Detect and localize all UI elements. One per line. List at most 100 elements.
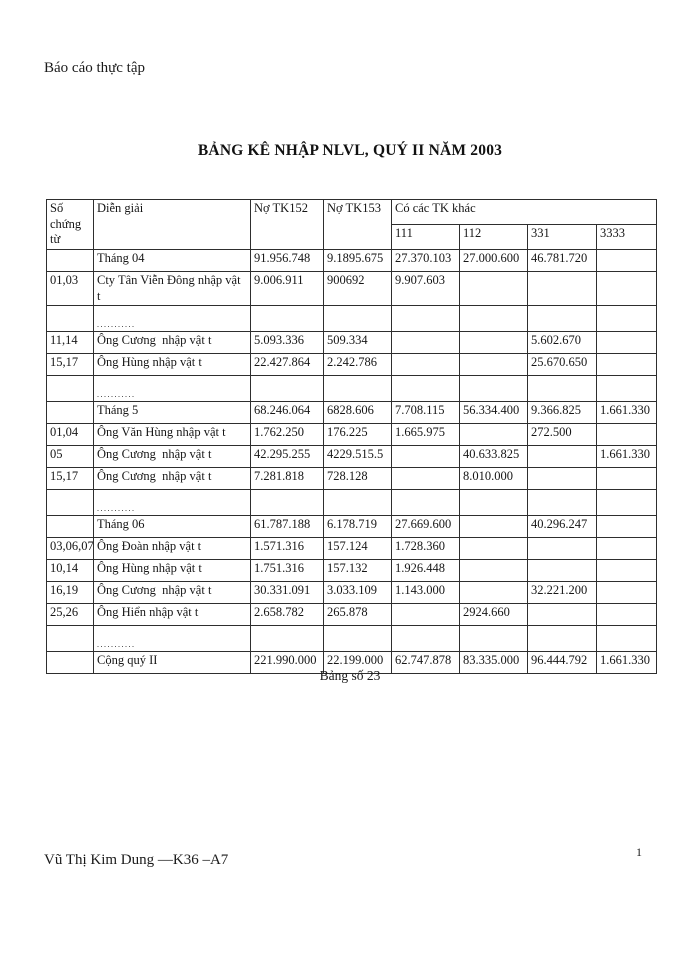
cell-tk153: 6.178.719: [323, 515, 392, 539]
cell-c111: [391, 625, 460, 653]
cell-desc: Ông Cương nhập vật t: [93, 445, 251, 469]
cell-c331: [527, 375, 597, 403]
cell-tk152: [250, 489, 324, 517]
cell-desc: Tháng 5: [93, 401, 251, 425]
cell-c111: 1.143.000: [391, 581, 460, 605]
cell-tk153: 2.242.786: [323, 353, 392, 377]
cell-id: 25,26: [46, 603, 94, 627]
page-number: 1: [636, 845, 642, 859]
cell-desc: Ông Hùng nhập vật t: [93, 353, 251, 377]
table-row-month: Tháng 5 68.246.064 6828.606 7.708.115 56.334…: [46, 401, 658, 425]
cell-id: 11,14: [46, 331, 94, 355]
cell-c112: [459, 423, 528, 447]
cell-c112: [459, 375, 528, 403]
cell-tk153: 9.1895.675: [323, 248, 392, 272]
cell-c3333: [595, 625, 658, 653]
table-row-month: Tháng 06 61.787.188 6.178.719 27.669.600 40.…: [46, 515, 658, 539]
table-row-entry: 15,17 Ông Cương nhập vật t 7.281.818 728.12…: [46, 467, 658, 491]
cell-desc: Tháng 04: [93, 248, 251, 272]
cell-c3333: [595, 270, 658, 307]
cell-id: [46, 401, 94, 425]
cell-desc: Ông Cương nhập vật t: [93, 331, 251, 355]
cell-c3333: [595, 489, 658, 517]
cell-c331: 32.221.200: [527, 581, 597, 605]
cell-desc: Ông Văn Hùng nhập vật t: [93, 423, 251, 447]
cell-c331: 25.670.650: [527, 353, 597, 377]
cell-c3333: 1.661.330: [595, 445, 658, 469]
cell-id: 16,19: [46, 581, 94, 605]
col-header-tk153: Nợ TK153: [323, 199, 392, 250]
cell-id: 05: [46, 445, 94, 469]
cell-desc: ...........: [93, 625, 251, 653]
header-row-1: Số chứng từ Diễn giải Nợ TK152 Nợ TK153 …: [46, 199, 658, 250]
cell-id: 15,17: [46, 353, 94, 377]
col-header-112: 112: [459, 223, 528, 250]
cell-tk152: 91.956.748: [250, 248, 324, 272]
cell-desc: Cty Tân Viễn Đông nhập vật t: [93, 270, 251, 307]
author-footer: Vũ Thị Kim Dung —K36 –A7: [44, 852, 229, 868]
cell-c331: [527, 559, 597, 583]
cell-tk152: 1.571.316: [250, 537, 324, 561]
cell-desc: Ông Cương nhập vật t: [93, 581, 251, 605]
col-header-3333: 3333: [595, 223, 658, 250]
cell-tk152: [250, 305, 324, 333]
cell-c331: [527, 270, 597, 307]
cell-c3333: [595, 305, 658, 333]
cell-tk152: 68.246.064: [250, 401, 324, 425]
table-row-dots: ...........: [46, 305, 658, 333]
cell-id: 10,14: [46, 559, 94, 583]
cell-tk153: [323, 375, 392, 403]
cell-c331: [527, 467, 597, 491]
cell-desc: ...........: [93, 305, 251, 333]
cell-c112: 27.000.600: [459, 248, 528, 272]
cell-c3333: [595, 353, 658, 377]
table-row-entry: 01,03 Cty Tân Viễn Đông nhập vật t 9.006.9…: [46, 270, 658, 307]
cell-tk152: 7.281.818: [250, 467, 324, 491]
cell-c111: [391, 489, 460, 517]
table-row-entry: 25,26 Ông Hiển nhập vật t 2.658.782 265.878…: [46, 603, 658, 627]
table-row-entry: 01,04 Ông Văn Hùng nhập vật t 1.762.250 176…: [46, 423, 658, 447]
cell-c331: 5.602.670: [527, 331, 597, 355]
cell-tk152: 61.787.188: [250, 515, 324, 539]
cell-tk153: [323, 489, 392, 517]
cell-id: [46, 375, 94, 403]
col-header-description: Diễn giải: [93, 199, 251, 250]
report-header-note: Báo cáo thực tập: [44, 60, 146, 76]
table-row-entry: 16,19 Ông Cương nhập vật t 30.331.091 3.033…: [46, 581, 658, 605]
cell-tk152: 1.762.250: [250, 423, 324, 447]
cell-tk152: 42.295.255: [250, 445, 324, 469]
table-row-entry: 03,06,07 Ông Đoàn nhập vật t 1.571.316 157.…: [46, 537, 658, 561]
cell-c111: 1.665.975: [391, 423, 460, 447]
cell-id: 01,03: [46, 270, 94, 307]
cell-c112: [459, 515, 528, 539]
cell-c331: 9.366.825: [527, 401, 597, 425]
cell-c331: 40.296.247: [527, 515, 597, 539]
cell-tk152: [250, 625, 324, 653]
cell-tk153: 265.878: [323, 603, 392, 627]
table-row-dots: ...........: [46, 375, 658, 403]
cell-c111: [391, 375, 460, 403]
cell-c112: [459, 537, 528, 561]
cell-c111: 62.747.878: [391, 651, 460, 675]
cell-tk153: 509.334: [323, 331, 392, 355]
cell-c3333: [595, 581, 658, 605]
cell-c3333: [595, 603, 658, 627]
cell-c111: 1.926.448: [391, 559, 460, 583]
table-head: Số chứng từ Diễn giải Nợ TK152 Nợ TK153 …: [46, 199, 658, 250]
cell-c111: 27.370.103: [391, 248, 460, 272]
cell-c112: 40.633.825: [459, 445, 528, 469]
cell-c112: [459, 353, 528, 377]
cell-id: 03,06,07: [46, 537, 94, 561]
cell-c112: 8.010.000: [459, 467, 528, 491]
cell-c112: [459, 305, 528, 333]
cell-c112: [459, 625, 528, 653]
cell-c111: 27.669.600: [391, 515, 460, 539]
table-body: Tháng 04 91.956.748 9.1895.675 27.370.103 27…: [46, 248, 658, 675]
cell-c3333: [595, 248, 658, 272]
cell-c111: [391, 331, 460, 355]
cell-tk152: [250, 375, 324, 403]
table-caption: Bảng số 23: [319, 668, 381, 683]
cell-tk153: 728.128: [323, 467, 392, 491]
cell-tk152: 9.006.911: [250, 270, 324, 307]
cell-tk152: 2.658.782: [250, 603, 324, 627]
